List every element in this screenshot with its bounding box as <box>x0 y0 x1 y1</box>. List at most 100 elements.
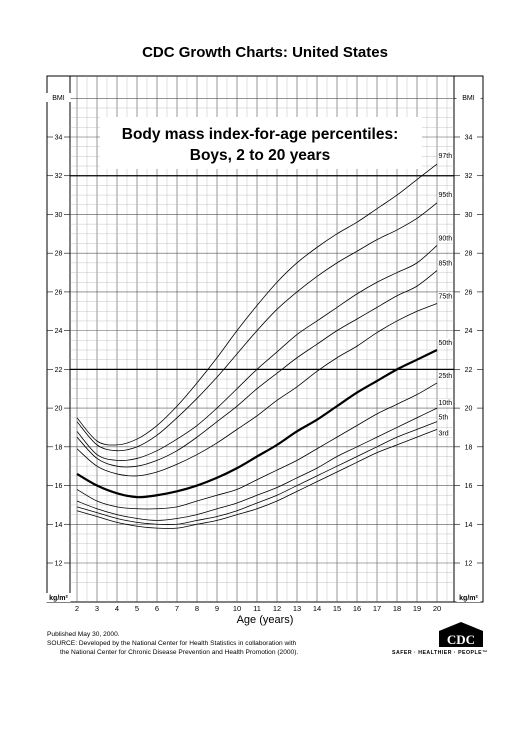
percentile-label-97th: 97th <box>439 153 453 160</box>
percentile-label-25th: 25th <box>439 373 453 380</box>
published-note: Published May 30, 2000. <box>47 631 120 638</box>
x-tick-label: 9 <box>215 604 219 613</box>
cdc-slogan: SAFER · HEALTHIER · PEOPLE™ <box>392 650 488 656</box>
x-tick-label: 2 <box>75 604 79 613</box>
y-tick-label-left: 16 <box>55 483 63 490</box>
x-tick-label: 6 <box>155 604 159 613</box>
y-tick-label-left: 32 <box>55 173 63 180</box>
percentile-label-bg <box>437 413 454 422</box>
x-axis-label: Age (years) <box>236 614 294 626</box>
percentile-label-90th: 90th <box>439 235 453 242</box>
header-bg <box>46 593 71 602</box>
y-tick-label-right: 30 <box>465 212 473 219</box>
x-tick-label: 15 <box>333 604 341 613</box>
series-line-75th <box>76 303 438 477</box>
percentile-label-bg <box>437 151 454 160</box>
y-tick-label-left: 26 <box>55 289 63 296</box>
y-header-right: BMI <box>462 95 475 102</box>
y-tick-label-right: 20 <box>465 406 473 413</box>
header-bg <box>46 93 71 102</box>
chart-frame <box>46 75 484 603</box>
series-line-50th <box>76 349 438 499</box>
series-line-95th <box>76 202 438 452</box>
percentile-label-bg <box>437 233 454 242</box>
percentile-label-5th: 5th <box>439 415 449 422</box>
x-tick-label: 4 <box>115 604 119 613</box>
chart-percentile-labels: 97th 95th 90th 85th 75th 50th 25th 10th 5th 3rd <box>437 151 454 437</box>
y-tick-label-left: 12 <box>55 561 63 568</box>
percentile-label-85th: 85th <box>439 261 453 268</box>
x-tick-label: 14 <box>313 604 321 613</box>
chart-title-line2: Boys, 2 to 20 years <box>190 147 330 164</box>
percentile-label-50th: 50th <box>439 340 453 347</box>
chart-title-line1: Body mass index-for-age percentiles: <box>122 126 399 143</box>
y-tick-label-right: 24 <box>465 328 473 335</box>
x-tick-label: 17 <box>373 604 381 613</box>
series-line-10th <box>76 407 438 521</box>
x-tick-label: 3 <box>95 604 99 613</box>
y-tick-label-right: 22 <box>465 367 473 374</box>
y-tick-label-right: 34 <box>465 135 473 142</box>
y-tick-label-left: 28 <box>55 251 63 258</box>
x-tick-label: 16 <box>353 604 361 613</box>
x-tick-label: 19 <box>413 604 421 613</box>
x-tick-label: 10 <box>233 604 241 613</box>
series-line-3rd <box>76 429 438 529</box>
y-tick-label-left: 22 <box>55 367 63 374</box>
x-tick-label: 12 <box>273 604 281 613</box>
series-line-85th <box>76 270 438 468</box>
source-line-1: SOURCE: Developed by the National Center… <box>47 640 297 647</box>
y-tick-label-right: 14 <box>465 522 473 529</box>
series-line-90th <box>76 245 438 461</box>
series-line-25th <box>76 382 438 510</box>
percentile-label-3rd: 3rd <box>439 430 449 437</box>
y-tick-label-right: 16 <box>465 483 473 490</box>
percentile-label-bg <box>437 190 454 199</box>
x-tick-label: 11 <box>253 604 261 613</box>
x-tick-label: 13 <box>293 604 301 613</box>
cdc-logo-text: CDC <box>447 632 475 647</box>
y-tick-label-right: 18 <box>465 444 473 451</box>
header-bg <box>456 93 481 102</box>
chart-series <box>76 163 438 529</box>
x-tick-label: 5 <box>135 604 139 613</box>
chart-title-block: Body mass index-for-age percentiles: Boy… <box>100 117 422 169</box>
x-tick-label: 18 <box>393 604 401 613</box>
y-unit-right: kg/m² <box>459 595 478 602</box>
source-note: SOURCE: Developed by the National Center… <box>47 640 347 657</box>
chart-title-background <box>100 117 422 169</box>
page-title: CDC Growth Charts: United States <box>142 44 388 61</box>
cdc-logo: CDC <box>439 622 483 647</box>
percentile-label-bg <box>437 338 454 347</box>
y-tick-label-left: 30 <box>55 212 63 219</box>
percentile-label-10th: 10th <box>439 400 453 407</box>
percentile-label-bg <box>437 371 454 380</box>
y-tick-label-left: 14 <box>55 522 63 529</box>
x-tick-label: 20 <box>433 604 441 613</box>
y-tick-label-right: 12 <box>465 561 473 568</box>
y-tick-label-left: 24 <box>55 328 63 335</box>
header-bg <box>456 593 481 602</box>
series-line-97th <box>76 163 438 446</box>
y-header-left: BMI <box>52 95 65 102</box>
y-tick-label-left: 20 <box>55 406 63 413</box>
percentile-label-bg <box>437 292 454 301</box>
y-tick-label-left: 18 <box>55 444 63 451</box>
series-line-5th <box>76 421 438 526</box>
percentile-label-75th: 75th <box>439 294 453 301</box>
y-tick-label-right: 32 <box>465 173 473 180</box>
y-tick-label-right: 28 <box>465 251 473 258</box>
y-unit-left: kg/m² <box>49 595 68 602</box>
percentile-label-95th: 95th <box>439 192 453 199</box>
percentile-label-bg <box>437 428 454 437</box>
percentile-label-bg <box>437 398 454 407</box>
y-tick-label-right: 26 <box>465 289 473 296</box>
outer-frame <box>46 75 484 603</box>
source-line-2: the National Center for Chronic Disease … <box>60 648 299 656</box>
percentile-label-bg <box>437 259 454 268</box>
y-tick-label-left: 34 <box>55 135 63 142</box>
x-tick-label: 7 <box>175 604 179 613</box>
x-tick-label: 8 <box>195 604 199 613</box>
